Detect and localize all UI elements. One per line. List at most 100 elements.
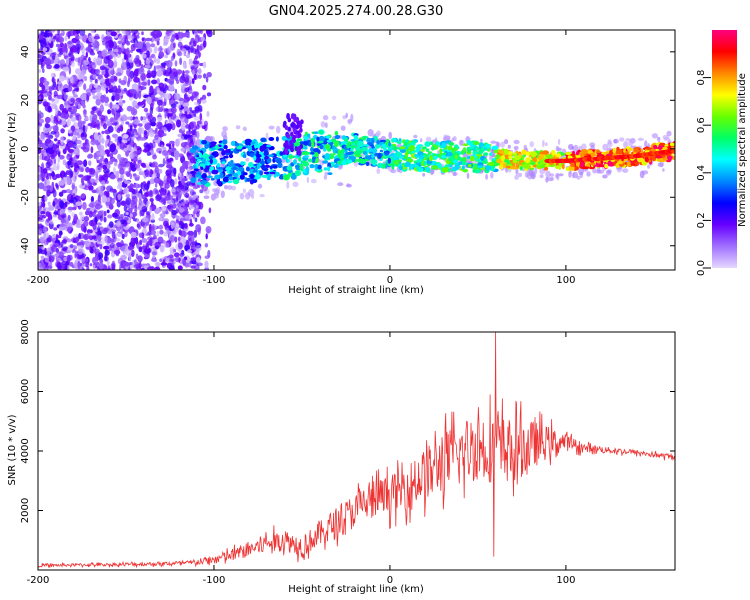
noise-blob xyxy=(43,239,48,246)
noise-blob xyxy=(178,32,185,39)
noise-blob xyxy=(94,39,98,48)
signal-blob xyxy=(228,176,233,181)
noise-blob xyxy=(50,125,57,129)
signal-blob xyxy=(449,161,454,165)
noise-blob xyxy=(43,58,51,65)
noise-blob xyxy=(40,261,45,270)
noise-blob xyxy=(75,129,82,133)
noise-blob xyxy=(59,83,64,92)
signal-blob xyxy=(263,171,270,175)
noise-blob xyxy=(193,74,197,80)
signal-blob xyxy=(623,148,626,153)
noise-blob xyxy=(46,218,50,223)
signal-blob xyxy=(367,142,373,146)
noise-blob xyxy=(48,262,53,267)
signal-halo xyxy=(224,185,228,190)
signal-halo xyxy=(429,168,434,176)
signal-blob xyxy=(263,150,269,157)
noise-blob xyxy=(113,196,119,200)
noise-blob xyxy=(45,161,51,169)
noise-blob xyxy=(68,66,72,75)
noise-blob xyxy=(96,123,101,130)
noise-blob xyxy=(51,171,56,178)
noise-blob xyxy=(191,78,195,85)
signal-blob xyxy=(440,155,447,159)
signal-halo xyxy=(507,144,511,149)
signal-blob xyxy=(322,160,329,164)
noise-blob xyxy=(145,58,151,65)
signal-blob xyxy=(201,158,207,163)
signal-blob xyxy=(326,135,330,139)
signal-blob xyxy=(290,122,294,128)
noise-blob xyxy=(61,45,67,52)
noise-blob xyxy=(38,110,42,114)
signal-halo xyxy=(647,164,651,169)
noise-blob xyxy=(99,104,105,113)
x-tick-label: 0 xyxy=(387,275,393,286)
signal-blob xyxy=(388,142,391,147)
signal-blob xyxy=(216,163,220,168)
noise-blob xyxy=(110,31,117,37)
signal-blob xyxy=(356,140,364,146)
noise-blob xyxy=(110,78,115,83)
noise-blob xyxy=(155,207,162,213)
noise-blob xyxy=(133,77,140,83)
noise-blob xyxy=(143,183,150,191)
noise-blob xyxy=(168,258,175,263)
signal-blob xyxy=(391,163,395,170)
signal-halo xyxy=(337,182,344,187)
noise-blob xyxy=(90,52,95,56)
noise-blob xyxy=(161,126,165,131)
signal-blob xyxy=(312,158,316,163)
noise-blob xyxy=(89,201,96,209)
signal-blob xyxy=(653,144,658,150)
signal-blob xyxy=(463,158,467,162)
noise-blob xyxy=(103,210,107,217)
noise-blob xyxy=(108,203,114,210)
noise-blob xyxy=(149,206,152,214)
noise-blob xyxy=(173,150,180,159)
noise-blob xyxy=(38,113,42,121)
noise-blob xyxy=(73,94,78,98)
signal-blob xyxy=(286,133,291,139)
noise-blob xyxy=(67,141,74,148)
signal-halo xyxy=(644,140,648,149)
signal-blob xyxy=(626,161,631,166)
noise-blob xyxy=(88,210,93,218)
noise-blob xyxy=(185,114,192,119)
signal-halo xyxy=(324,171,329,176)
noise-blob xyxy=(165,211,169,215)
noise-blob xyxy=(89,74,93,83)
spectrogram-frame xyxy=(37,29,676,271)
x-tick-label: -100 xyxy=(203,575,226,586)
signal-halo xyxy=(331,115,337,120)
noise-blob xyxy=(123,142,128,149)
noise-blob xyxy=(90,140,96,145)
noise-blob xyxy=(124,170,131,176)
signal-blob xyxy=(348,155,356,161)
signal-blob xyxy=(289,141,293,147)
noise-blob xyxy=(204,255,210,259)
signal-blob xyxy=(310,146,314,153)
noise-blob xyxy=(181,250,185,255)
y-tick-label: -20 xyxy=(20,189,31,205)
noise-blob xyxy=(174,60,178,67)
noise-blob xyxy=(160,197,166,205)
noise-blob xyxy=(97,186,104,191)
signal-blob xyxy=(561,163,565,170)
noise-blob xyxy=(136,223,140,228)
signal-blob xyxy=(269,171,276,175)
noise-blob xyxy=(41,84,46,91)
signal-halo xyxy=(662,134,669,140)
noise-blob xyxy=(53,227,58,231)
signal-blob xyxy=(334,135,341,140)
noise-blob xyxy=(108,41,114,48)
noise-blob xyxy=(159,229,164,235)
noise-blob xyxy=(107,59,114,69)
signal-halo xyxy=(568,143,574,151)
noise-blob xyxy=(151,258,158,263)
signal-blob xyxy=(348,151,354,155)
noise-blob xyxy=(83,59,90,66)
noise-blob xyxy=(80,167,84,173)
signal-blob xyxy=(276,159,282,164)
